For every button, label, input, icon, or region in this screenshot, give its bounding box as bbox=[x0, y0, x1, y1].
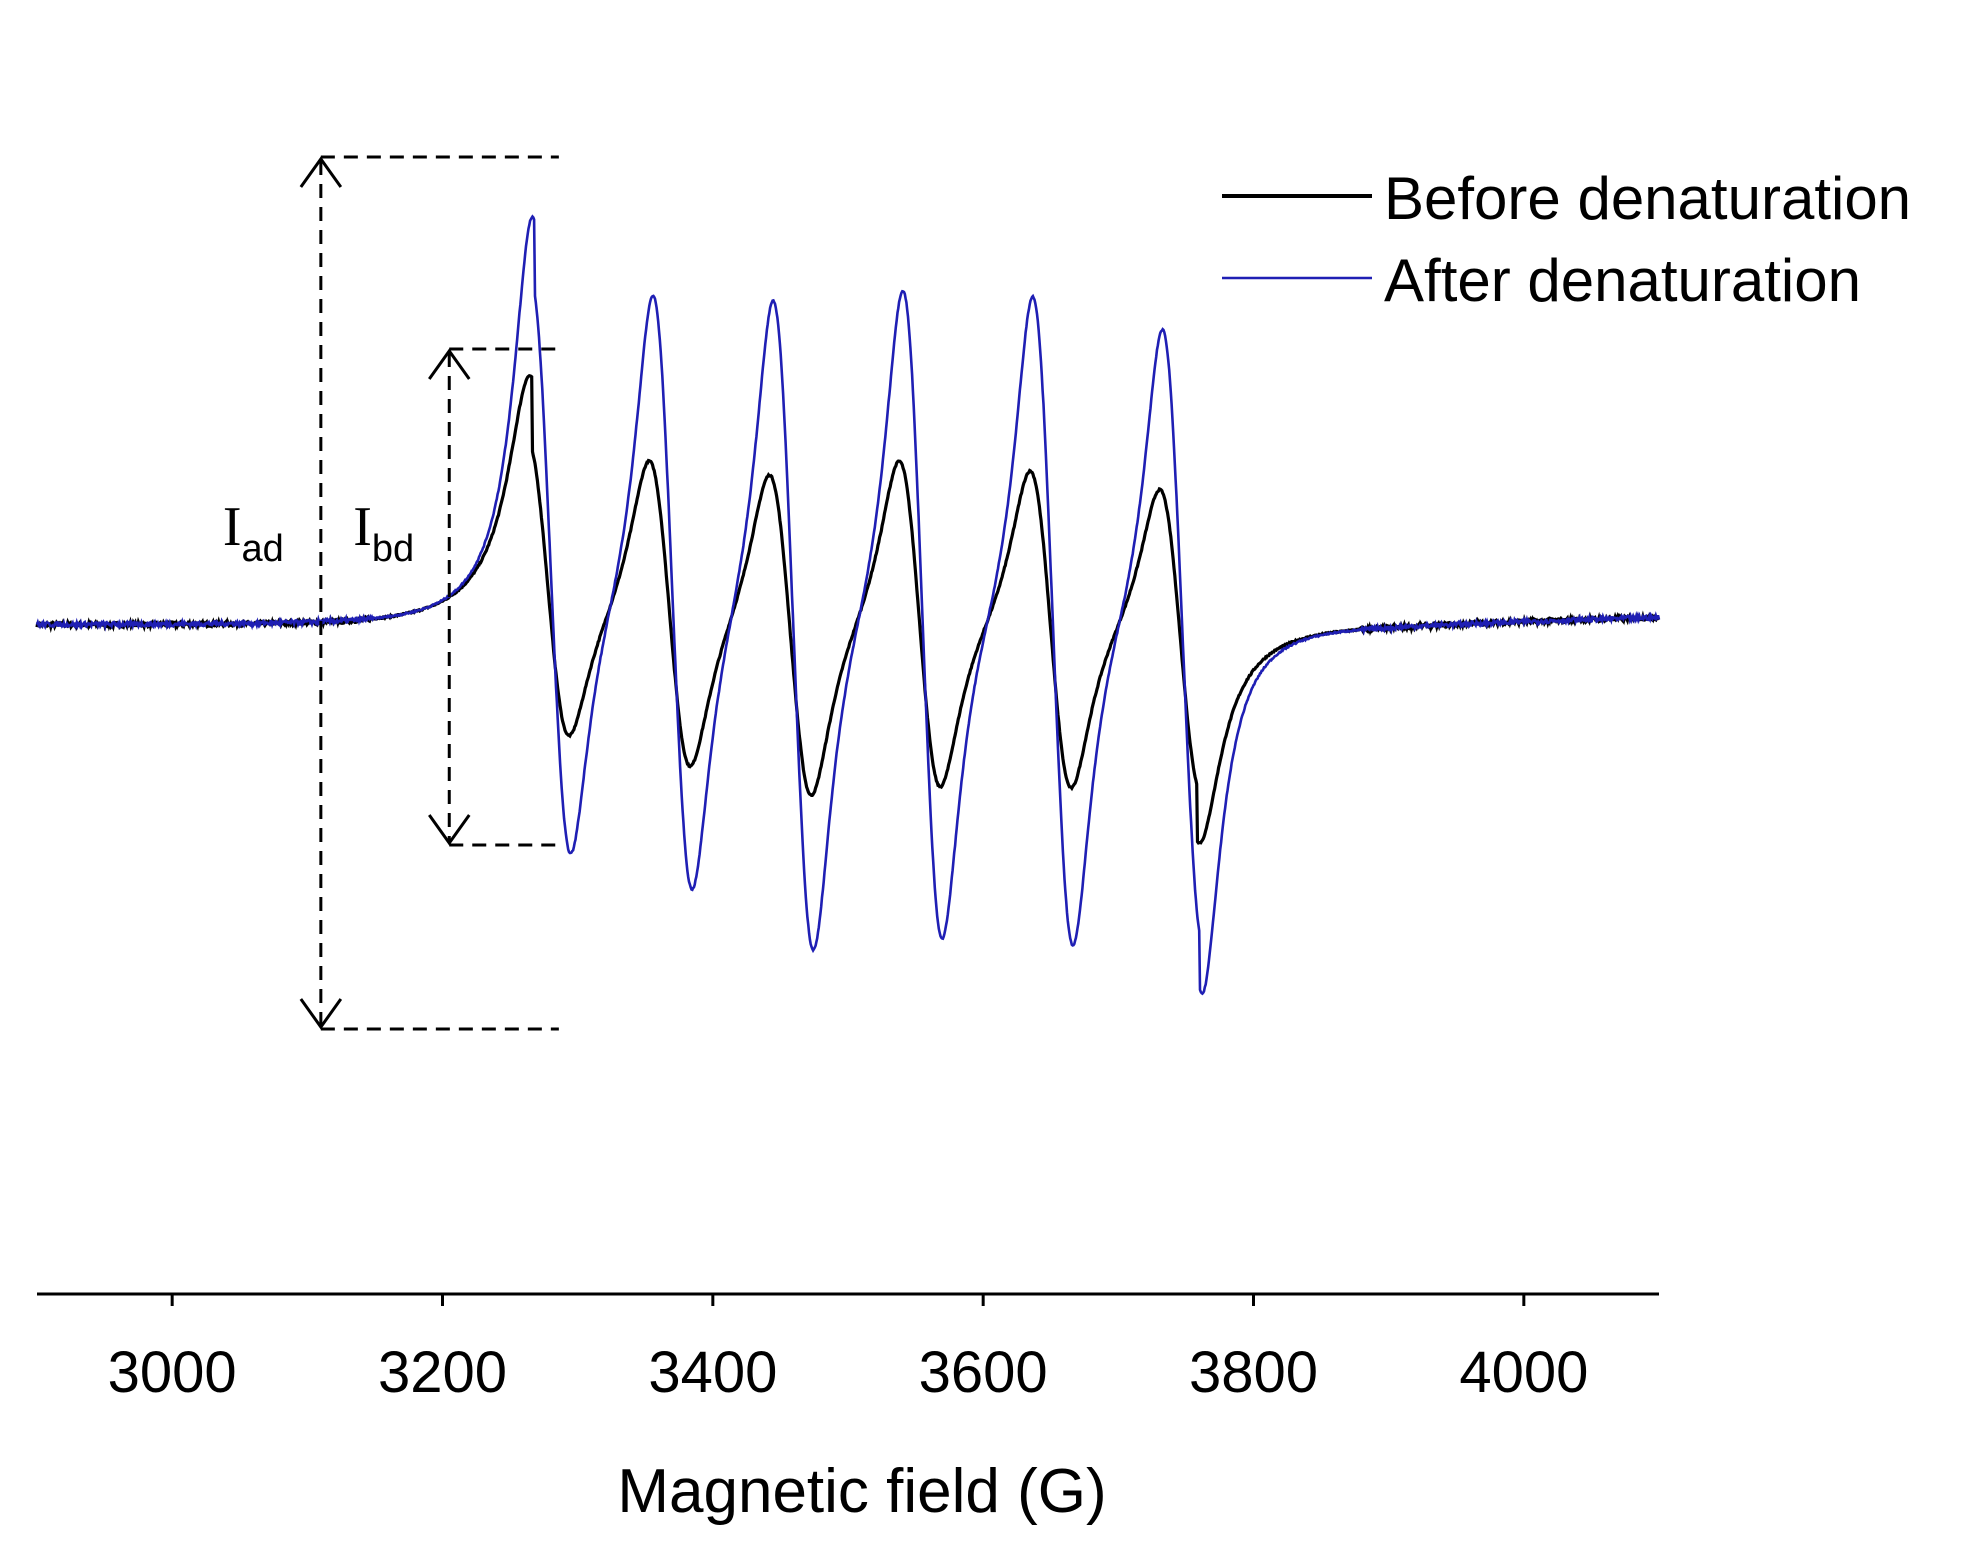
annotation-Iad: Iad bbox=[223, 155, 559, 1031]
series-after-denaturation bbox=[35, 214, 1661, 996]
annotation-arrowhead-up bbox=[428, 348, 471, 380]
x-tick-label-3800: 3800 bbox=[1189, 1340, 1318, 1405]
annotation-arrowhead-down bbox=[428, 814, 471, 846]
annotation-arrowhead-up bbox=[299, 156, 343, 188]
series-layer bbox=[35, 214, 1661, 996]
annotation-layer: Iad Ibd bbox=[223, 155, 559, 1031]
x-tick-label-4000: 4000 bbox=[1459, 1340, 1588, 1405]
legend-label-before-denaturation: Before denaturation bbox=[1384, 165, 1911, 232]
annotation-arrowhead-down bbox=[299, 998, 343, 1030]
x-axis: 3000 3200 3400 3600 3800 4000 bbox=[37, 1292, 1659, 1405]
annotation-label-Iad: Iad bbox=[223, 496, 284, 570]
x-axis-label: Magnetic field (G) bbox=[617, 1457, 1106, 1526]
series-line-0 bbox=[35, 373, 1660, 845]
legend-label-after-denaturation: After denaturation bbox=[1384, 247, 1861, 314]
x-tick-label-3600: 3600 bbox=[919, 1340, 1048, 1405]
x-tick-label-3200: 3200 bbox=[378, 1340, 507, 1405]
legend: Before denaturation After denaturation bbox=[1222, 165, 1911, 314]
series-line-1 bbox=[35, 214, 1661, 996]
series-before-denaturation bbox=[35, 373, 1660, 845]
annotation-label-Ibd: Ibd bbox=[353, 496, 414, 570]
annotation-Ibd: Ibd bbox=[353, 347, 559, 847]
x-tick-label-3400: 3400 bbox=[648, 1340, 777, 1405]
x-tick-label-3000: 3000 bbox=[108, 1340, 237, 1405]
